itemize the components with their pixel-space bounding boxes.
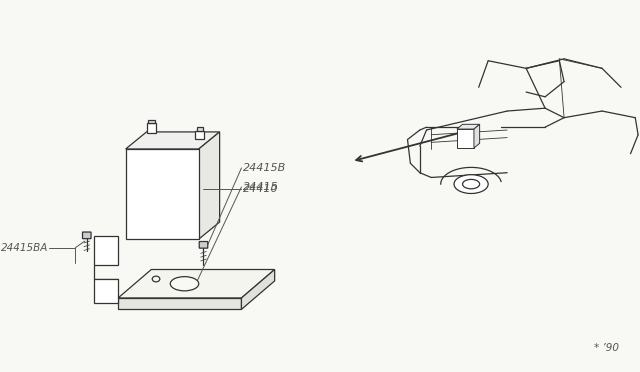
Polygon shape: [474, 124, 479, 148]
Polygon shape: [147, 119, 155, 124]
FancyBboxPatch shape: [199, 241, 208, 248]
Polygon shape: [147, 124, 156, 133]
Polygon shape: [94, 236, 118, 265]
Polygon shape: [197, 127, 202, 131]
Text: 24415B: 24415B: [243, 163, 287, 173]
Ellipse shape: [454, 175, 488, 193]
Polygon shape: [195, 131, 204, 138]
FancyBboxPatch shape: [83, 232, 91, 239]
Ellipse shape: [463, 179, 479, 189]
Polygon shape: [125, 132, 220, 149]
Polygon shape: [457, 129, 474, 148]
Text: 24410: 24410: [243, 184, 279, 194]
Polygon shape: [118, 269, 275, 298]
Ellipse shape: [170, 277, 199, 291]
Polygon shape: [241, 269, 275, 310]
Polygon shape: [457, 124, 479, 129]
Polygon shape: [125, 149, 199, 239]
Polygon shape: [199, 132, 220, 239]
Text: * ’90: * ’90: [594, 343, 619, 353]
Polygon shape: [118, 298, 241, 310]
Text: 24415: 24415: [243, 182, 279, 192]
Polygon shape: [94, 279, 118, 303]
Ellipse shape: [152, 276, 160, 282]
Text: 24415BA: 24415BA: [1, 243, 49, 253]
